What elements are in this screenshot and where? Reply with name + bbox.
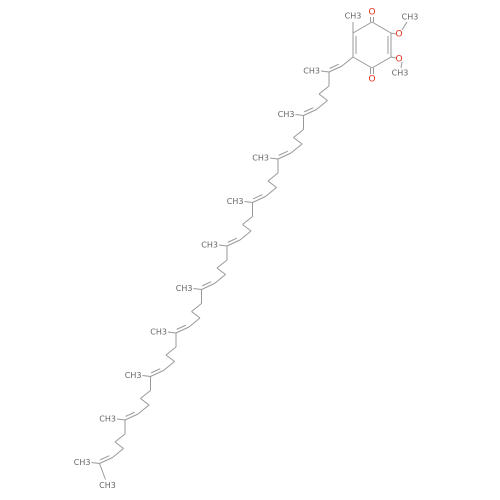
methyl-label: CH3 (402, 13, 419, 22)
methyl-label: CH3 (201, 241, 218, 250)
quinone-ring (352, 17, 408, 74)
methyl-label: CH3 (303, 67, 320, 76)
bond (267, 172, 279, 182)
methyl-label: CH3 (74, 458, 91, 467)
bond (193, 288, 202, 290)
methyl-label: CH3 (278, 110, 295, 119)
bond (265, 187, 277, 197)
bond (114, 433, 126, 443)
bond (165, 346, 177, 356)
bond (267, 180, 277, 188)
isoprenoid-chain: CH3 CH3 CH3 CH3 CH3 CH3 CH3 CH3 CH3 CH3 CH3 (74, 56, 354, 490)
bond (124, 413, 139, 421)
bond (341, 56, 354, 67)
methyl-label: CH3 (392, 69, 409, 78)
bond (218, 244, 228, 247)
bond (140, 398, 150, 406)
bond (116, 418, 126, 421)
bond (320, 70, 330, 73)
bond (125, 411, 136, 417)
methyl-label: CH3 (99, 415, 116, 424)
bond (295, 114, 304, 116)
bond (137, 404, 150, 415)
bond (165, 354, 175, 362)
bond (191, 303, 202, 312)
bond (99, 463, 106, 480)
bond (277, 152, 292, 160)
bond (290, 143, 303, 154)
bond (216, 259, 228, 269)
methyl-label: CH3 (227, 197, 244, 206)
bond (114, 441, 124, 449)
bond (150, 370, 164, 377)
bond (216, 267, 226, 275)
bond (328, 65, 343, 73)
bond (293, 137, 303, 145)
bond (239, 230, 252, 241)
bond (252, 194, 263, 200)
bond (252, 196, 266, 203)
oxygen-label: O (395, 55, 402, 65)
bond (278, 150, 289, 156)
bond (226, 239, 241, 247)
bond (242, 224, 252, 232)
methyl-label: CH3 (150, 328, 167, 337)
bond (316, 100, 328, 110)
bond (176, 324, 187, 330)
bond (99, 457, 113, 464)
methyl-label: CH3 (345, 12, 362, 21)
bond (201, 283, 215, 290)
bond (303, 109, 317, 116)
bond (318, 93, 328, 101)
bond (140, 390, 151, 399)
bond (329, 63, 340, 69)
bond (293, 129, 304, 138)
bond (150, 368, 161, 374)
bond (191, 311, 201, 319)
bond (167, 331, 177, 334)
bond (163, 361, 175, 371)
methyl-label: CH3 (125, 371, 142, 380)
bond (175, 326, 190, 334)
bond (91, 462, 100, 464)
methyl-label: CH3 (176, 284, 193, 293)
bond (201, 281, 212, 287)
bond (214, 274, 226, 284)
bond (244, 201, 253, 203)
oxygen-label: O (368, 75, 375, 85)
bond (227, 237, 238, 243)
bond (188, 317, 201, 328)
bond (303, 107, 314, 113)
oxygen-label: O (395, 30, 402, 40)
bond (269, 157, 279, 160)
bond (142, 375, 151, 377)
methyl-label: CH3 (99, 481, 116, 490)
methyl-label: CH3 (252, 154, 269, 163)
bond (99, 455, 110, 461)
bond (112, 448, 124, 458)
oxygen-label: O (368, 8, 375, 18)
bond (242, 216, 253, 225)
bond (318, 85, 330, 95)
